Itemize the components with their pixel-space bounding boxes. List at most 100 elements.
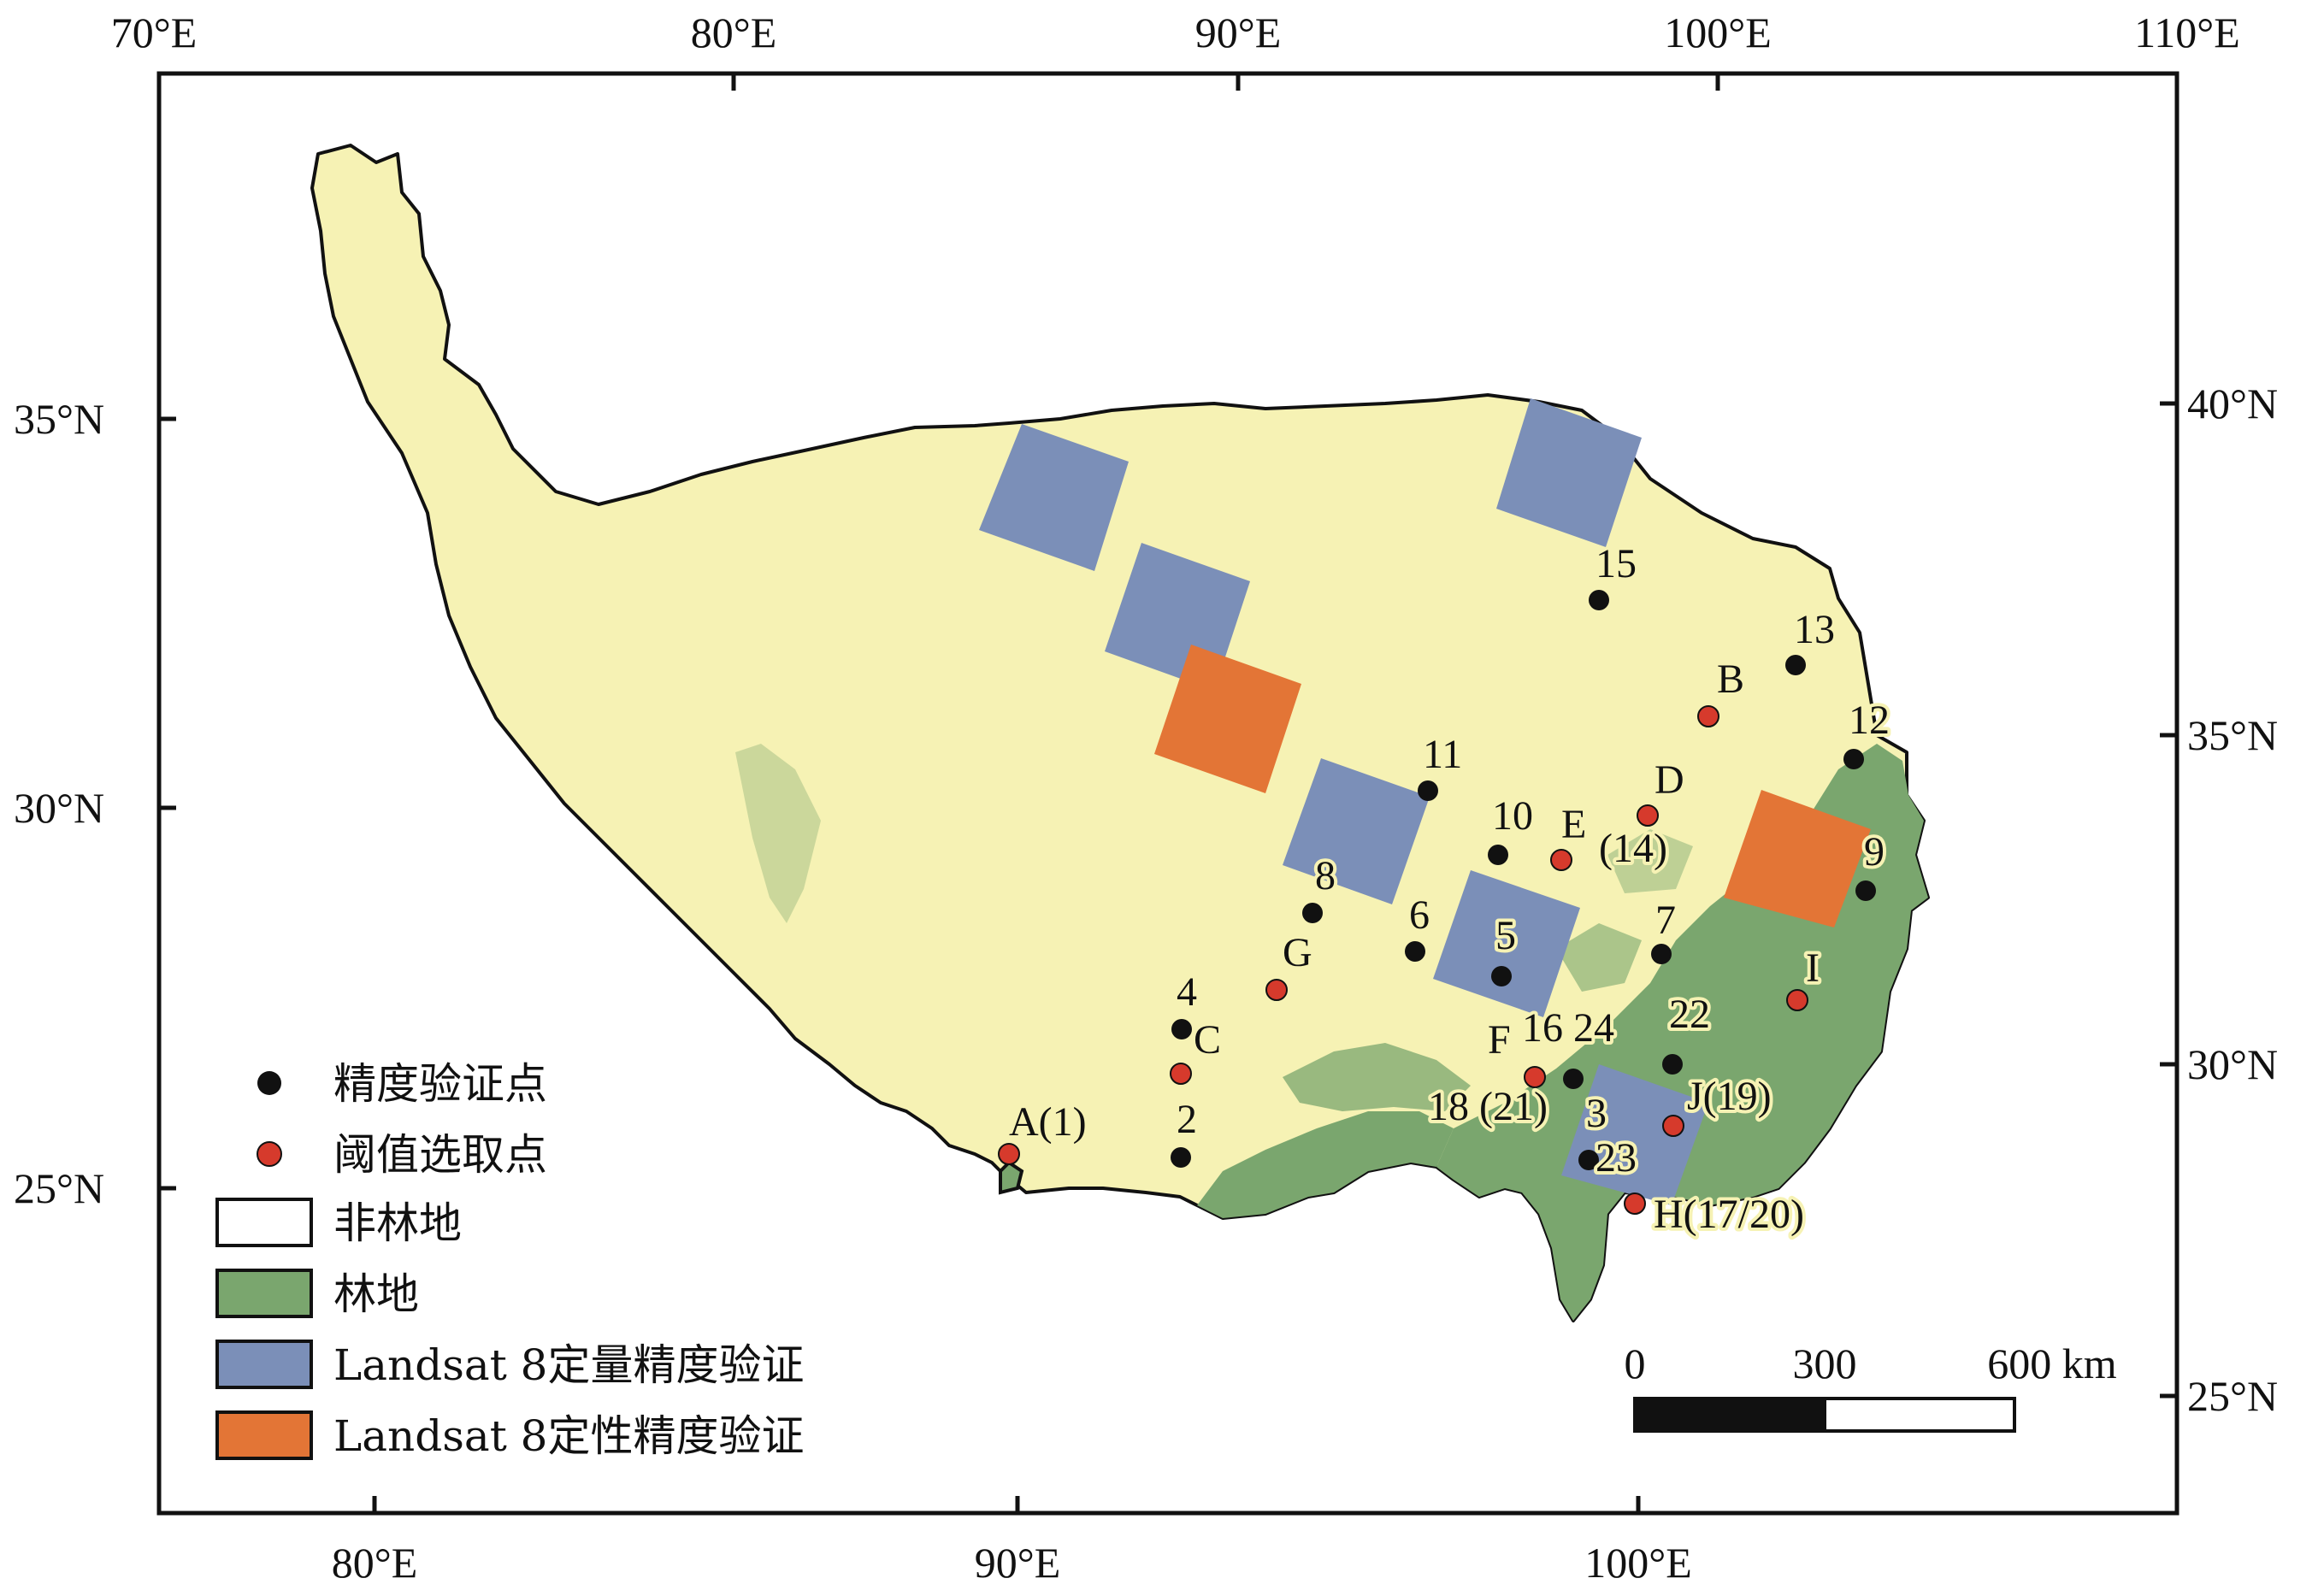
- legend-non-forest-swatch: [215, 1198, 313, 1247]
- right-ticks: [2160, 401, 2177, 1399]
- label-f: F: [1488, 1017, 1511, 1063]
- label-3: 3: [1586, 1091, 1607, 1136]
- label-i: I: [1806, 945, 1820, 991]
- threshold-points: [998, 705, 1808, 1215]
- label-c: C: [1194, 1017, 1221, 1063]
- left-label-35n: 35°N: [14, 395, 104, 443]
- label-11: 11: [1423, 732, 1462, 777]
- label-8: 8: [1315, 853, 1336, 898]
- legend-accuracy-label: 精度验证点: [333, 1059, 547, 1109]
- legend-quant-swatch: [215, 1340, 313, 1389]
- forest-scatter-a: [1556, 923, 1642, 992]
- legend-threshold-swatch: [257, 1141, 282, 1167]
- threshold-point-h: [1624, 1192, 1646, 1215]
- threshold-point-c: [1170, 1063, 1192, 1085]
- accuracy-point-10: [1488, 845, 1508, 865]
- accuracy-point-15: [1589, 590, 1609, 610]
- scale-label-600km: 600 km: [1987, 1340, 2117, 1387]
- landsat-qual-tile-1: [1154, 645, 1301, 793]
- label-18-21: 18 (21): [1428, 1084, 1548, 1129]
- right-label-25n: 25°N: [2187, 1372, 2278, 1420]
- top-label-100e: 100°E: [1664, 9, 1772, 56]
- right-label-40n: 40°N: [2187, 380, 2278, 427]
- label-d: D: [1655, 757, 1684, 803]
- label-22: 22: [1669, 992, 1710, 1037]
- bottom-ticks: [372, 1496, 1641, 1513]
- forest-central-south: [1283, 1043, 1471, 1111]
- accuracy-point-13: [1785, 655, 1806, 675]
- label-23: 23: [1596, 1135, 1637, 1181]
- label-13: 13: [1794, 607, 1835, 652]
- label-10: 10: [1492, 793, 1533, 839]
- landsat-quant-tile-4: [1433, 870, 1580, 1017]
- scale-bar-black-segment: [1633, 1397, 1826, 1433]
- bottom-label-90e: 90°E: [975, 1539, 1061, 1587]
- accuracy-point-22: [1662, 1054, 1683, 1075]
- label-e14: (14): [1599, 826, 1667, 871]
- landsat-qual-tiles: [1154, 645, 1871, 928]
- scale-label-0: 0: [1625, 1340, 1646, 1387]
- accuracy-point-8: [1302, 903, 1323, 923]
- label-g: G: [1283, 930, 1312, 975]
- legend-qual-swatch: [215, 1410, 313, 1460]
- right-axis-labels: 40°N 35°N 30°N 25°N: [2187, 380, 2278, 1420]
- bottom-axis-labels: 80°E 90°E 100°E: [332, 1539, 1692, 1587]
- forest-south-belt: [1197, 1111, 1454, 1218]
- left-axis-labels: 35°N 30°N 25°N: [14, 395, 104, 1212]
- accuracy-point-4: [1171, 1019, 1192, 1039]
- accuracy-point-7: [1651, 944, 1672, 964]
- threshold-point-a: [998, 1143, 1020, 1165]
- right-label-30n: 30°N: [2187, 1040, 2278, 1088]
- landsat-quant-tiles: [979, 398, 1708, 1205]
- label-j: J(19): [1687, 1074, 1772, 1119]
- threshold-point-g: [1265, 979, 1288, 1001]
- landsat-quant-tile-1: [979, 424, 1129, 571]
- accuracy-point-2: [1171, 1147, 1191, 1168]
- threshold-point-b: [1697, 705, 1719, 727]
- accuracy-point-6: [1405, 941, 1425, 962]
- point-labels: 15 13 12 11 10 9 8 7 6 5 4 2 3 22 23 B D…: [1006, 538, 1893, 1240]
- threshold-point-d: [1637, 804, 1659, 827]
- bottom-label-100e: 100°E: [1584, 1539, 1692, 1587]
- legend-forest-swatch: [215, 1269, 313, 1318]
- top-label-90e: 90°E: [1195, 9, 1282, 56]
- scale-bar: 0 300 600 km: [1625, 1340, 2117, 1433]
- label-7: 7: [1655, 898, 1676, 943]
- label-9: 9: [1864, 829, 1885, 874]
- label-12: 12: [1849, 698, 1890, 743]
- left-label-25n: 25°N: [14, 1164, 104, 1212]
- left-ticks: [159, 416, 176, 1191]
- label-4: 4: [1177, 969, 1197, 1015]
- landsat-quant-tile-5: [1496, 398, 1642, 547]
- landsat-qual-tile-2: [1724, 790, 1871, 928]
- legend-forest-label: 林地: [333, 1269, 419, 1319]
- label-6: 6: [1409, 892, 1430, 938]
- legend-quant-label: Landsat 8定量精度验证: [333, 1340, 805, 1390]
- legend-qual-label: Landsat 8定性精度验证: [333, 1411, 805, 1461]
- left-label-30n: 30°N: [14, 784, 104, 832]
- right-label-35n: 35°N: [2187, 711, 2278, 759]
- threshold-point-i: [1786, 989, 1808, 1011]
- bottom-label-80e: 80°E: [332, 1539, 418, 1587]
- threshold-point-e: [1550, 849, 1572, 871]
- top-ticks: [731, 74, 1720, 91]
- label-b: B: [1717, 657, 1744, 702]
- top-label-70e: 70°E: [111, 9, 198, 56]
- top-label-110e: 110°E: [2134, 9, 2240, 56]
- scale-bar-white-segment: [1823, 1397, 2016, 1433]
- top-axis-labels: 70°E 80°E 90°E 100°E 110°E: [111, 9, 2240, 56]
- label-e: E: [1561, 802, 1586, 847]
- plateau-appendix: [999, 1160, 1024, 1195]
- accuracy-point-12: [1843, 749, 1864, 769]
- threshold-point-f: [1524, 1066, 1546, 1088]
- accuracy-point-11: [1418, 780, 1438, 801]
- legend: 精度验证点 阈值选取点 非林地 林地 Landsat 8定量精度验证 Lands…: [215, 1059, 805, 1461]
- top-label-80e: 80°E: [691, 9, 777, 56]
- accuracy-point-24: [1563, 1069, 1584, 1089]
- label-h: H(17/20): [1654, 1192, 1804, 1237]
- accuracy-points: [1171, 590, 1876, 1170]
- scale-label-300: 300: [1793, 1340, 1857, 1387]
- label-a: A(1): [1009, 1099, 1087, 1145]
- threshold-point-j: [1662, 1115, 1684, 1137]
